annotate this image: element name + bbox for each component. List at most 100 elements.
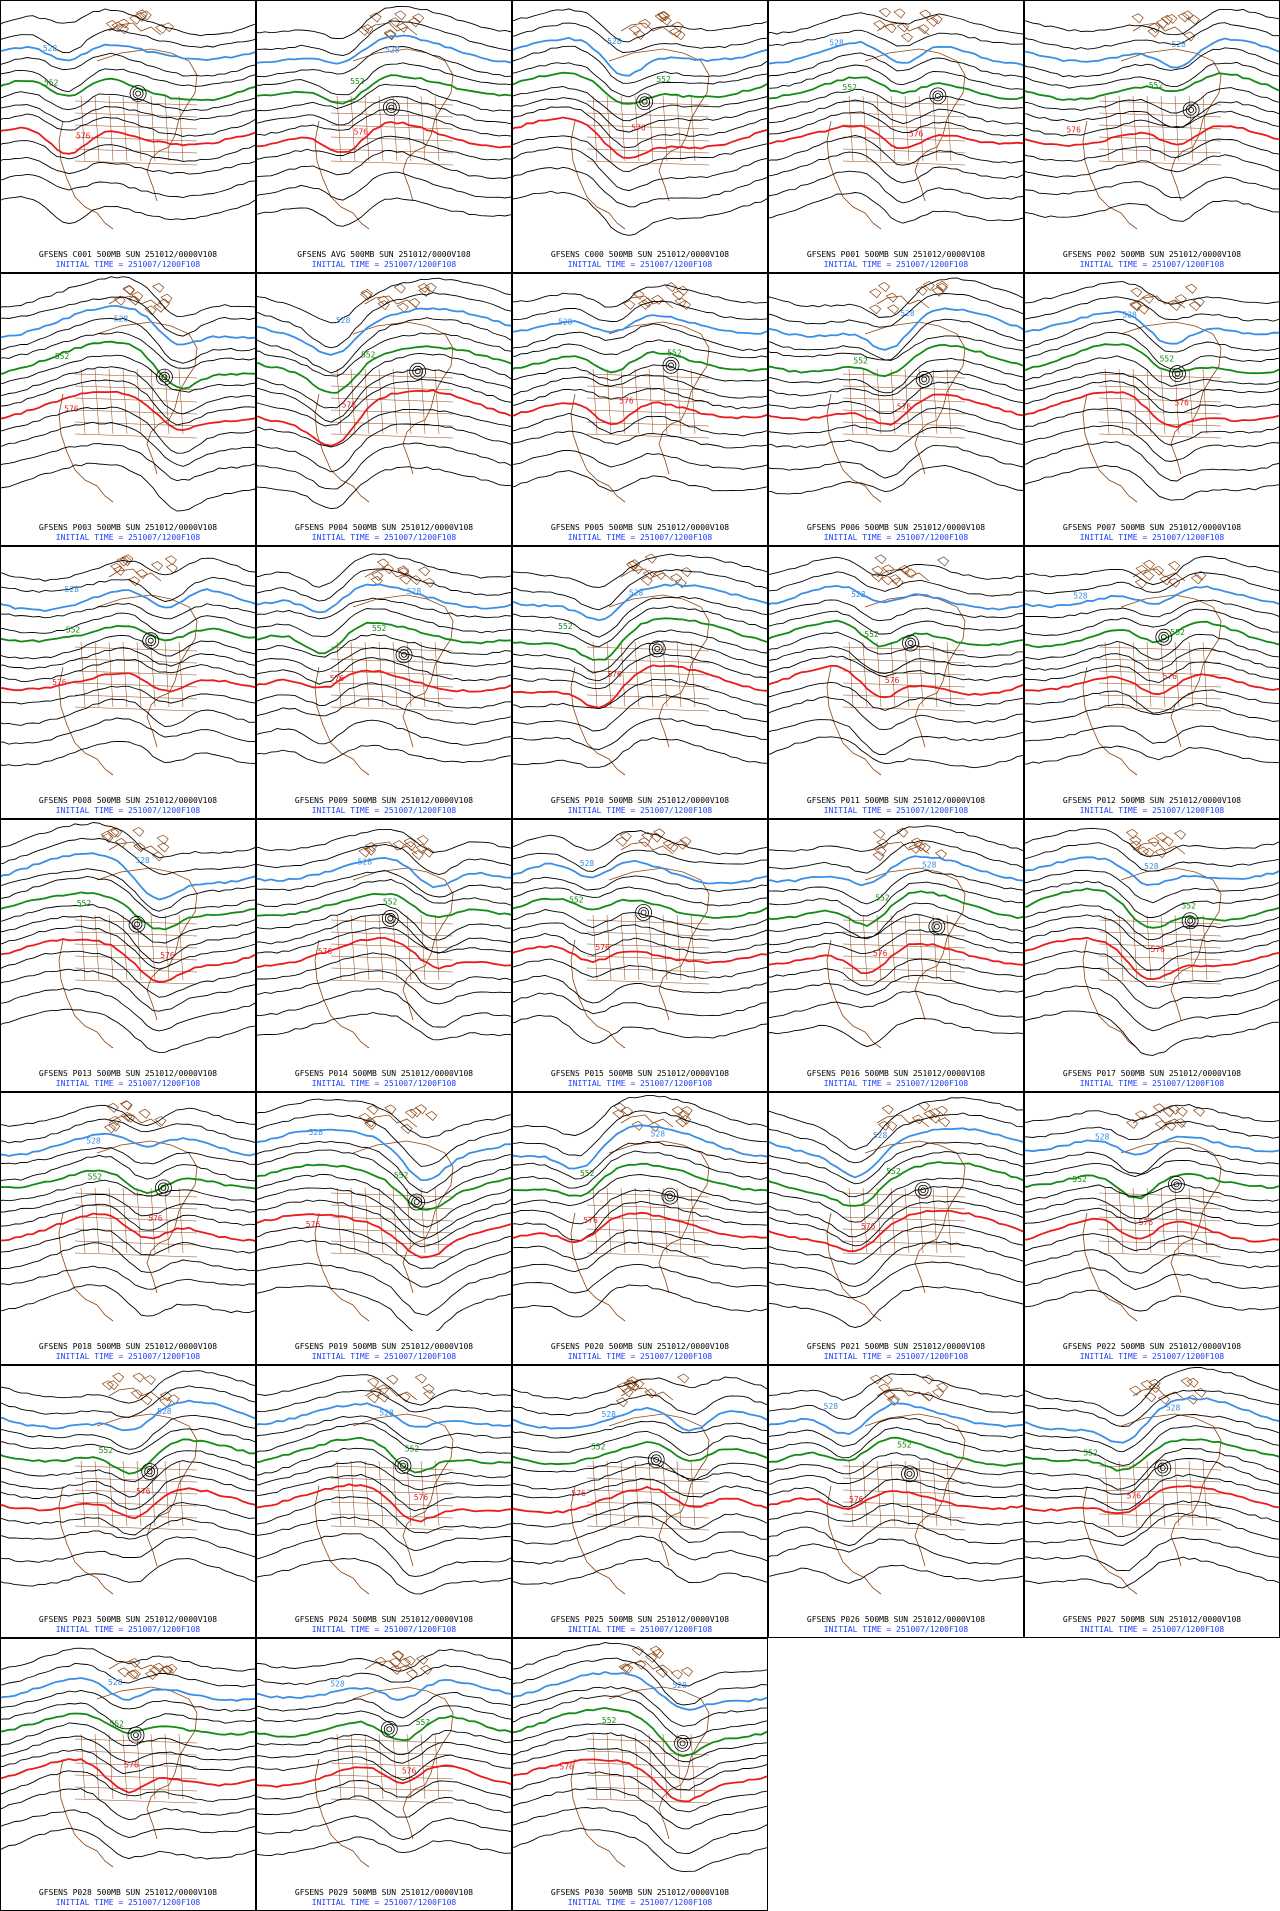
contour-line	[257, 719, 511, 746]
contour-line	[1, 1179, 255, 1203]
contour-line	[1025, 1249, 1279, 1274]
contour-label-red: 576	[1151, 945, 1166, 954]
contour-line	[1025, 1135, 1279, 1156]
panel-title: GFSENS P001 500MB SUN 251012/0000V108	[806, 250, 986, 259]
panel-title: GFSENS P021 500MB SUN 251012/0000V108	[806, 1342, 986, 1351]
contour-line	[513, 1440, 767, 1466]
panel-initial-time: INITIAL TIME = 251007/1200F108	[823, 1625, 969, 1634]
contour-line	[257, 1754, 511, 1781]
panel-initial-time: INITIAL TIME = 251007/1200F108	[823, 806, 969, 815]
contour-line	[1, 77, 255, 102]
contour-line	[1, 717, 255, 745]
contour-label-green: 552	[405, 1444, 420, 1453]
contour-line	[257, 1516, 511, 1552]
contour-label-blue: 528	[873, 1131, 888, 1140]
height-contours	[1, 8, 255, 224]
ensemble-panel-p007: 528 552 576 GFSENS P007 500MB SUN 251012/00…	[1024, 273, 1280, 546]
contour-line	[769, 335, 1023, 361]
height-contours	[513, 8, 767, 236]
contour-line	[1025, 380, 1279, 414]
contour-label-red: 576	[619, 397, 634, 406]
contour-line	[257, 352, 511, 409]
contour-line	[513, 1557, 767, 1585]
contour-line	[769, 357, 1023, 394]
contour-line	[513, 300, 767, 322]
contour-line	[257, 292, 511, 349]
contour-line	[769, 277, 1023, 318]
panel-initial-time: INITIAL TIME = 251007/1200F108	[1079, 260, 1225, 269]
contour-label-red: 576	[306, 1220, 321, 1229]
contour-line	[1025, 1425, 1279, 1466]
contour-line	[1, 1748, 255, 1775]
contour-line	[513, 135, 767, 173]
contour-line	[769, 307, 1023, 351]
contour-line	[1, 685, 255, 705]
contour-label-red: 576	[124, 1760, 139, 1769]
contour-label-green: 552	[602, 1716, 617, 1725]
contour-line	[513, 1485, 767, 1514]
contour-line	[769, 696, 1023, 731]
contour-line	[257, 277, 511, 324]
height-contours	[769, 556, 1023, 769]
contour-line	[257, 1199, 511, 1248]
contour-line	[1025, 1396, 1279, 1444]
height-contours	[769, 12, 1023, 224]
panel-initial-time: INITIAL TIME = 251007/1200F108	[823, 533, 969, 542]
contour-line	[1, 1370, 255, 1404]
contour-line	[1025, 87, 1279, 114]
contour-label-green: 552	[44, 79, 59, 88]
map-outline	[58, 1372, 198, 1595]
height-map-p011: 528 552 576	[769, 554, 1023, 776]
contour-line	[257, 568, 511, 602]
contour-line	[257, 1648, 511, 1672]
contour-line	[513, 830, 767, 855]
contour-label-red: 576	[342, 401, 357, 410]
contour-label-blue: 528	[1166, 1403, 1181, 1412]
height-contours	[513, 553, 767, 768]
contour-line	[513, 1394, 767, 1417]
contour-label-red: 576	[318, 947, 333, 956]
contour-line	[257, 669, 511, 693]
map-outline	[314, 1373, 454, 1595]
panel-initial-time: INITIAL TIME = 251007/1200F108	[1079, 806, 1225, 815]
contour-line	[513, 1200, 767, 1241]
contour-line	[513, 71, 767, 105]
contour-line	[257, 646, 511, 673]
panel-initial-time: INITIAL TIME = 251007/1200F108	[1079, 533, 1225, 542]
contour-line	[1, 624, 255, 643]
contour-line	[1, 1228, 255, 1256]
contour-line	[769, 942, 1023, 975]
contour-line	[1025, 424, 1279, 462]
height-map-p012: 528 552 576	[1025, 555, 1279, 776]
ensemble-panel-p013: 528 552 576 GFSENS P013 500MB SUN 251012/00…	[0, 819, 256, 1092]
contour-label-red: 576	[559, 1762, 574, 1771]
closed-low	[156, 368, 173, 386]
contour-label-blue: 528	[157, 1407, 172, 1416]
contour-label-blue: 528	[43, 44, 58, 53]
contour-line	[257, 1461, 511, 1491]
contour-line	[513, 116, 767, 159]
height-map-c000: 528 552 576	[513, 8, 767, 236]
contour-line	[1, 1284, 255, 1317]
contour-line	[257, 1836, 511, 1856]
contour-line	[1, 1517, 255, 1540]
contour-line	[257, 1285, 511, 1331]
contour-line	[1, 196, 255, 224]
contour-line	[1, 1212, 255, 1242]
contour-line	[513, 284, 767, 308]
contour-line	[1, 390, 255, 432]
contour-line	[1025, 1500, 1279, 1537]
contour-line	[513, 875, 767, 893]
contour-line	[1025, 1458, 1279, 1495]
contour-label-blue: 528	[358, 857, 373, 866]
contour-line	[513, 1110, 767, 1157]
contour-label-green: 552	[77, 899, 92, 908]
map-outline	[1082, 559, 1222, 776]
contour-line	[513, 401, 767, 426]
contour-line	[1, 634, 255, 660]
panel-title: GFSENS P020 500MB SUN 251012/0000V108	[550, 1342, 730, 1351]
panel-title: GFSENS P029 500MB SUN 251012/0000V108	[294, 1888, 474, 1897]
contour-line	[1, 647, 255, 670]
panel-initial-time: INITIAL TIME = 251007/1200F108	[311, 260, 457, 269]
contour-label-red: 576	[1175, 399, 1190, 408]
